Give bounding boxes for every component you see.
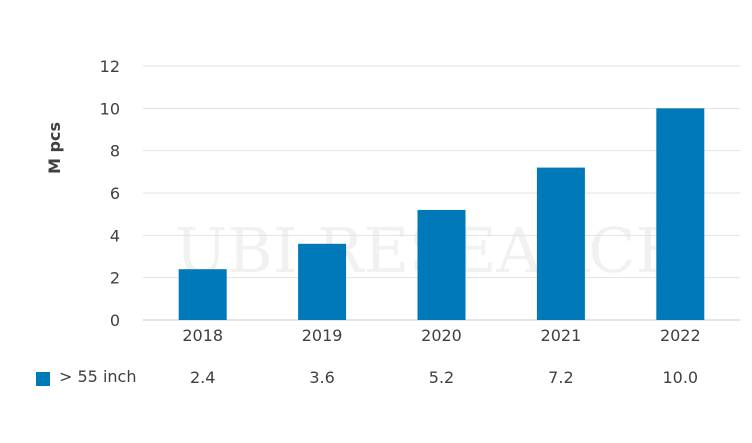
x-tick-label: 2022 — [660, 326, 701, 345]
table-cell: 3.6 — [309, 368, 334, 387]
y-tick-label: 10 — [100, 99, 120, 118]
y-tick-label: 0 — [110, 311, 120, 330]
y-tick-label: 8 — [110, 142, 120, 161]
y-tick-label: 2 — [110, 269, 120, 288]
y-axis-label: M pcs — [45, 122, 64, 174]
x-tick-label: 2019 — [302, 326, 343, 345]
bar — [298, 243, 347, 320]
x-tick-label: 2020 — [421, 326, 462, 345]
x-tick-label: 2018 — [182, 326, 223, 345]
y-tick-label: 6 — [110, 184, 120, 203]
y-tick-label: 4 — [110, 226, 120, 245]
table-cell: 2.4 — [190, 368, 215, 387]
bars — [178, 108, 705, 320]
data-table: > 55 inch 2.4 3.6 5.2 7.2 10.0 — [36, 367, 698, 387]
table-cell: 5.2 — [429, 368, 454, 387]
legend-swatch — [36, 372, 50, 386]
y-axis-ticks: 0 2 4 6 8 10 12 — [100, 57, 120, 330]
bar — [417, 209, 466, 320]
x-axis-ticks: 2018 2019 2020 2021 2022 — [182, 326, 700, 345]
table-cell: 7.2 — [548, 368, 573, 387]
x-tick-label: 2021 — [541, 326, 582, 345]
bar — [178, 269, 227, 320]
legend-label: > 55 inch — [59, 367, 136, 386]
table-cell: 10.0 — [662, 368, 698, 387]
y-tick-label: 12 — [100, 57, 120, 76]
bar — [536, 167, 585, 320]
bar — [656, 108, 705, 320]
